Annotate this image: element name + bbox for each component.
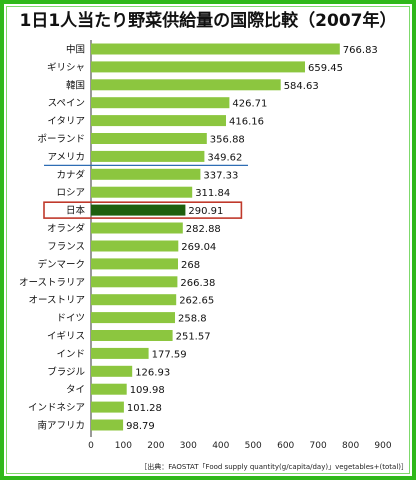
value-label: 262.65 [179, 296, 214, 307]
bar-12 [91, 258, 178, 270]
plot-area: 中国 766.83 ギリシャ 659.45 韓国 584.63 スペイン 426.71 イタリア… [19, 40, 392, 451]
category-label: 日本 [66, 205, 86, 217]
category-label: カナダ [56, 169, 85, 181]
bar-16 [91, 330, 173, 341]
bar-3 [91, 97, 230, 109]
value-label: 337.33 [203, 170, 238, 181]
bar-15 [91, 312, 175, 324]
category-label: オランダ [47, 223, 86, 235]
x-tick-label: 0 [88, 441, 94, 451]
category-label: オーストラリア [19, 277, 85, 288]
x-tick-label: 600 [277, 441, 294, 451]
value-label: 101.28 [127, 403, 162, 414]
value-label: 269.04 [181, 242, 216, 253]
category-label: ポーランド [37, 134, 85, 145]
category-label: デンマーク [37, 258, 85, 270]
bar-11 [91, 240, 179, 252]
x-tick-label: 500 [245, 441, 262, 451]
value-label: 109.98 [130, 385, 165, 396]
bar-5 [91, 133, 207, 144]
value-label: 584.63 [284, 81, 319, 92]
bar-2 [91, 79, 281, 91]
category-label: アメリカ [47, 152, 85, 163]
bar-0 [91, 43, 340, 55]
category-label: ドイツ [56, 313, 85, 324]
bar-7 [91, 168, 201, 180]
bar-13 [91, 276, 178, 288]
category-label: ロシア [56, 188, 85, 199]
chart-frame-inner [6, 6, 410, 474]
bar-9 [91, 204, 186, 216]
x-tick-label: 400 [212, 441, 229, 451]
bar-10 [91, 222, 183, 234]
value-label: 266.38 [180, 278, 215, 289]
highlight-box [43, 201, 243, 219]
bar-18 [91, 365, 133, 377]
value-label: 126.93 [135, 367, 170, 378]
x-tick-label: 300 [180, 441, 197, 451]
value-label: 659.45 [308, 63, 343, 74]
category-label: イタリア [47, 116, 85, 127]
category-label: イギリス [47, 331, 85, 342]
category-label: インド [56, 349, 85, 360]
category-label: スペイン [48, 98, 85, 109]
category-label: 中国 [66, 44, 85, 56]
bar-19 [91, 383, 127, 395]
value-label: 766.83 [343, 45, 378, 56]
chart-source: ［出典：FAOSTAT「Food supply quantity(g/capit… [140, 462, 408, 471]
x-tick-label: 700 [310, 441, 327, 451]
value-label: 426.71 [232, 99, 267, 110]
value-label: 290.91 [188, 206, 223, 217]
value-label: 251.57 [176, 332, 211, 343]
x-tick-label: 900 [374, 441, 391, 451]
value-label: 282.88 [186, 224, 221, 235]
category-label: オーストリア [28, 295, 85, 306]
category-label: フランス [47, 242, 85, 253]
value-label: 268 [181, 260, 200, 271]
bar-21 [91, 419, 124, 431]
value-label: 356.88 [210, 135, 245, 146]
bar-4 [91, 115, 226, 127]
value-label: 416.16 [229, 117, 264, 128]
category-label: 韓国 [66, 80, 85, 91]
chart-title: 1日1人当たり野菜供給量の国際比較（2007年） [20, 10, 397, 31]
bar-6 [91, 150, 205, 162]
value-label: 98.79 [126, 421, 155, 432]
category-label: 南アフリカ [37, 420, 85, 432]
x-tick-label: 800 [342, 441, 359, 451]
category-label: ブラジル [47, 366, 85, 378]
bar-17 [91, 347, 149, 359]
category-label: ギリシャ [47, 62, 85, 73]
bar-20 [91, 401, 124, 413]
bar-1 [91, 61, 305, 73]
category-label: インドネシア [28, 403, 85, 414]
x-tick-label: 200 [147, 441, 164, 451]
category-label: タイ [66, 385, 85, 396]
value-label: 311.84 [195, 188, 230, 199]
bar-14 [91, 294, 177, 306]
bar-8 [91, 186, 193, 198]
value-label: 349.62 [207, 152, 242, 163]
value-label: 258.8 [178, 314, 207, 325]
x-tick-label: 100 [115, 441, 132, 451]
value-label: 177.59 [152, 349, 187, 360]
